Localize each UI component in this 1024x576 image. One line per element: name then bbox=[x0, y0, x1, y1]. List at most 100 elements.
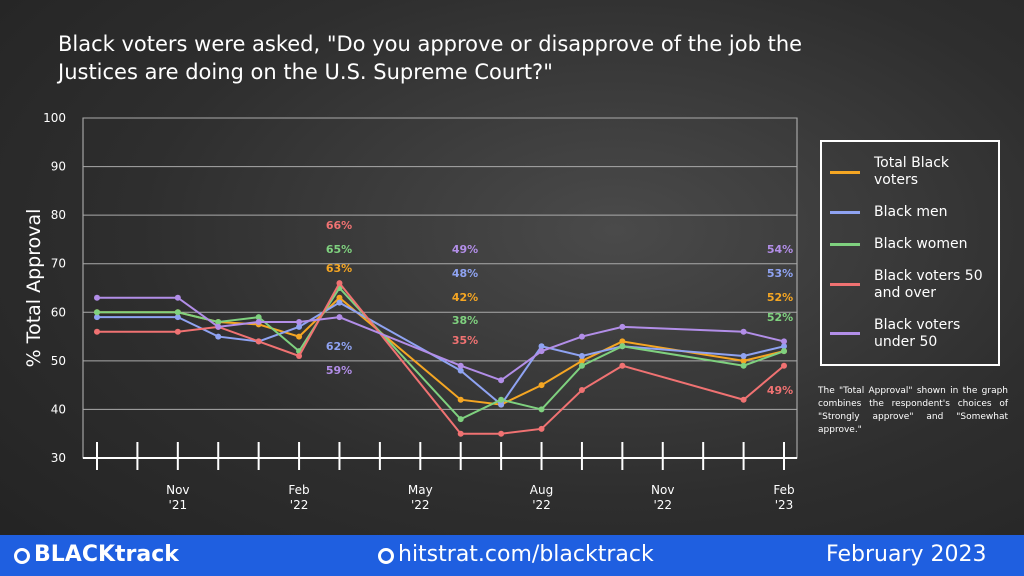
point bbox=[255, 338, 262, 345]
series-line bbox=[97, 296, 785, 382]
point bbox=[538, 343, 545, 350]
x-tick-label: '22 bbox=[411, 498, 430, 512]
point bbox=[781, 362, 787, 369]
y-tick-label: 30 bbox=[51, 451, 66, 465]
legend-label: Black women bbox=[874, 235, 968, 252]
x-tick-label: '23 bbox=[775, 498, 794, 512]
point bbox=[94, 294, 100, 301]
point bbox=[740, 362, 747, 369]
value-label: 65% bbox=[326, 243, 352, 256]
legend-label: Total Black voters bbox=[874, 155, 950, 189]
x-tick-label: May bbox=[408, 483, 433, 497]
point bbox=[740, 396, 747, 403]
point bbox=[619, 362, 626, 369]
point bbox=[740, 357, 747, 364]
legend-swatch bbox=[830, 211, 860, 215]
legend-label: Black voters under 50 bbox=[874, 316, 961, 350]
point bbox=[255, 319, 262, 325]
value-label: 49% bbox=[767, 384, 793, 397]
y-tick-label: 70 bbox=[51, 257, 66, 271]
y-tick-label: 90 bbox=[51, 160, 66, 174]
value-label: 38% bbox=[452, 314, 478, 327]
point bbox=[336, 299, 343, 306]
x-tick-label: Aug bbox=[530, 483, 553, 497]
point bbox=[619, 338, 626, 345]
point bbox=[457, 367, 464, 374]
point bbox=[578, 357, 585, 364]
value-label: 48% bbox=[452, 267, 478, 280]
point bbox=[740, 353, 747, 359]
date: February 2023 bbox=[826, 542, 987, 567]
url-text: hitstrat.com/blacktrack bbox=[398, 542, 654, 567]
x-tick-label: Feb bbox=[288, 483, 309, 497]
legend-item: Black voters 50 and over bbox=[830, 268, 990, 302]
footer: BLACKtrack hitstrat.com/blacktrack Febru… bbox=[0, 535, 1024, 576]
brand-text: BLACKtrack bbox=[34, 542, 179, 567]
y-tick-label: 100 bbox=[43, 111, 66, 125]
point bbox=[174, 314, 181, 321]
point bbox=[538, 406, 545, 413]
point bbox=[174, 294, 181, 301]
point bbox=[498, 430, 505, 437]
value-label: 52% bbox=[767, 311, 793, 324]
point bbox=[538, 382, 545, 389]
point bbox=[781, 348, 787, 355]
point bbox=[94, 314, 100, 321]
point bbox=[215, 323, 222, 330]
point bbox=[740, 328, 747, 335]
value-label: 62% bbox=[326, 340, 352, 353]
value-label: 63% bbox=[326, 262, 352, 275]
point bbox=[619, 323, 626, 330]
legend-swatch bbox=[830, 242, 860, 246]
value-label: 52% bbox=[767, 291, 793, 304]
point bbox=[578, 362, 585, 369]
point bbox=[619, 343, 626, 350]
legend: Total Black voters Black men Black women Bl… bbox=[820, 140, 1000, 366]
point bbox=[498, 377, 505, 384]
series-line bbox=[97, 286, 785, 421]
value-label: 49% bbox=[452, 243, 478, 256]
point bbox=[781, 343, 787, 350]
y-tick-label: 60 bbox=[51, 305, 66, 319]
brand: BLACKtrack bbox=[14, 542, 179, 567]
note: The "Total Approval" shown in the graph … bbox=[818, 386, 1008, 435]
point bbox=[781, 338, 787, 345]
value-label: 42% bbox=[452, 291, 478, 304]
chart: % Total Approval 30405060708090100Nov'21… bbox=[23, 111, 798, 512]
point bbox=[578, 387, 585, 393]
x-tick-label: Nov bbox=[166, 483, 189, 497]
x-tick-label: Nov bbox=[651, 483, 674, 497]
point bbox=[498, 401, 505, 408]
legend-item: Total Black voters bbox=[830, 155, 990, 189]
y-tick-label: 80 bbox=[51, 208, 66, 222]
url: hitstrat.com/blacktrack bbox=[378, 542, 654, 567]
legend-item: Black women bbox=[830, 236, 990, 253]
point bbox=[578, 333, 585, 340]
point bbox=[215, 319, 222, 325]
legend-label: Black voters 50 and over bbox=[874, 267, 983, 301]
point bbox=[94, 328, 100, 335]
value-label: 54% bbox=[767, 243, 793, 256]
point bbox=[94, 309, 100, 316]
value-label: 59% bbox=[326, 364, 352, 377]
x-tick-label: '22 bbox=[653, 498, 672, 512]
legend-item: Black men bbox=[830, 204, 990, 221]
legend-label: Black men bbox=[874, 204, 948, 221]
point bbox=[457, 416, 464, 423]
point bbox=[498, 396, 505, 403]
point bbox=[538, 348, 545, 355]
x-tick-label: '22 bbox=[290, 498, 309, 512]
point bbox=[457, 396, 464, 403]
value-label: 35% bbox=[452, 334, 478, 347]
x-tick-label: Feb bbox=[773, 483, 794, 497]
chart-title: Black voters were asked, "Do you approve… bbox=[58, 32, 803, 84]
value-label: 66% bbox=[326, 219, 352, 232]
point bbox=[336, 314, 343, 321]
y-axis-label: % Total Approval bbox=[23, 209, 45, 368]
legend-swatch bbox=[830, 283, 860, 287]
y-tick-label: 40 bbox=[51, 402, 66, 416]
point bbox=[215, 333, 222, 340]
x-tick-label: '21 bbox=[169, 498, 188, 512]
point bbox=[336, 280, 343, 287]
